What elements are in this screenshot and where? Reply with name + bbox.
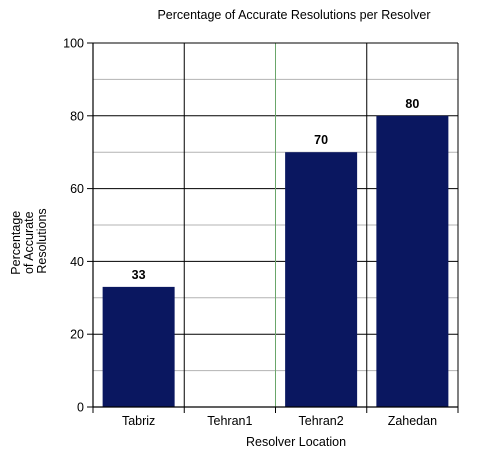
y-tick-label: 80 — [70, 109, 84, 123]
y-tick-label: 40 — [70, 255, 84, 269]
y-axis-label-line-3: Resolutions — [35, 208, 49, 273]
y-axis-label: Percentage of Accurate Resolutions — [9, 207, 49, 274]
x-tick-label-tabriz: Tabriz — [122, 414, 155, 428]
x-tick-label-zahedan: Zahedan — [388, 414, 437, 428]
x-tick-label-tehran1: Tehran1 — [207, 414, 252, 428]
y-tick-label: 60 — [70, 182, 84, 196]
y-axis-ticks: 0 20 40 60 80 100 — [63, 37, 93, 415]
y-tick-label: 100 — [63, 37, 84, 51]
chart-title: Percentage of Accurate Resolutions per R… — [157, 8, 430, 22]
x-tick-label-tehran2: Tehran2 — [299, 414, 344, 428]
bar-zahedan — [376, 115, 449, 408]
x-axis-label: Resolver Location — [246, 435, 346, 449]
x-axis-ticks: Tabriz Tehran1 Tehran2 Zahedan — [92, 407, 459, 428]
data-label-zahedan: 80 — [405, 97, 419, 111]
bars — [102, 115, 449, 408]
data-label-tabriz: 33 — [132, 268, 146, 282]
data-labels: 33 70 80 — [132, 97, 420, 282]
bar-tehran2 — [285, 152, 358, 407]
bar-tabriz — [102, 286, 175, 407]
data-label-tehran2: 70 — [314, 133, 328, 147]
y-tick-label: 0 — [77, 401, 84, 415]
y-axis-label-line-2: of Accurate — [22, 211, 36, 274]
y-axis-label-line-1: Percentage — [9, 211, 23, 275]
y-tick-label: 20 — [70, 328, 84, 342]
